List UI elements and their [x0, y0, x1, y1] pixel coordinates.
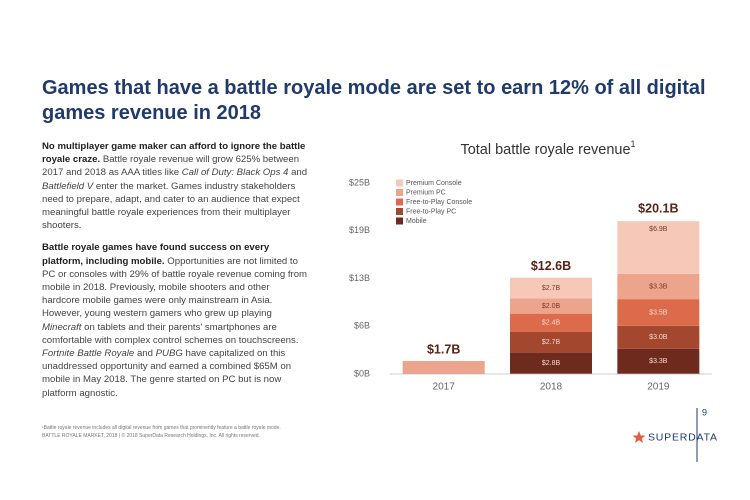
page-number: 9 [702, 407, 707, 417]
value-label: $3.3B [649, 358, 668, 365]
value-label: $2.0B [542, 303, 561, 310]
value-label: $3.5B [649, 309, 668, 316]
x-tick-label: 2017 [433, 382, 456, 393]
legend-swatch [396, 208, 403, 215]
text: Fortnite Battle Royale [42, 348, 135, 360]
text: have capitalized on this unaddressed opp… [42, 348, 292, 399]
footnote: ¹Battle royale revenue includes all digi… [42, 425, 281, 431]
bar-segment [617, 325, 700, 349]
text: Minecraft [42, 321, 82, 333]
bar-segment [617, 299, 700, 326]
bar-segment [510, 313, 592, 332]
logo-star [632, 431, 646, 443]
total-label: $20.1B [638, 202, 678, 216]
text: and [291, 167, 308, 179]
y-tick-label: $13B [349, 273, 370, 283]
slide-title: Games that have a battle royale mode are… [42, 77, 706, 124]
text: Opportunities are not limited to PC or c… [42, 255, 308, 320]
y-tick-label: $6B [354, 321, 370, 331]
legend-swatch [396, 198, 403, 206]
value-label: $2.8B [542, 360, 561, 367]
bar-segment [510, 331, 592, 353]
legend-label: Premium Console [406, 180, 462, 187]
legend-label: Premium PC [406, 189, 446, 196]
lead: No multiplayer game maker can afford to … [42, 141, 306, 166]
bar-segment [617, 273, 700, 300]
y-tick-label: $19B [349, 225, 370, 235]
body-text: No multiplayer game maker can afford to … [42, 140, 310, 409]
total-label: $12.6B [531, 259, 571, 273]
value-label: $3.3B [649, 283, 668, 290]
lead: Battle royale games have found success o… [42, 242, 270, 267]
bar-segment [510, 298, 592, 314]
logo: SUPERDATA [648, 431, 718, 443]
x-tick-label: 2018 [540, 382, 563, 393]
text: Battlefield V [42, 180, 94, 192]
text: enter the market. Games industry stakeho… [42, 180, 300, 232]
value-label: $6.9B [649, 226, 668, 233]
legend-swatch [396, 179, 403, 187]
text: and [136, 348, 153, 360]
title-note: 1 [631, 139, 636, 149]
legend-swatch [396, 217, 403, 225]
bar-segment [402, 361, 485, 374]
bar-segment [510, 277, 592, 299]
y-tick-label: $0B [354, 368, 370, 378]
chart-title-text: Total battle royale revenue [460, 142, 630, 158]
value-label: $2.7B [542, 285, 561, 292]
text: PUBG [155, 348, 183, 360]
text: on tablets and their parents' smartphone… [42, 321, 299, 346]
value-label: $3.0B [649, 334, 668, 341]
bar-segment [617, 348, 700, 374]
value-label: $2.7B [542, 339, 561, 346]
total-label: $1.7B [427, 342, 460, 356]
legend-swatch [396, 189, 403, 196]
source: BATTLE ROYALE MARKET, 2018 | © 2018 Supe… [42, 433, 260, 439]
text: Call of Duty: Black Ops 4 [181, 167, 289, 179]
y-tick-label: $25B [349, 177, 370, 187]
bar-segment [510, 352, 592, 374]
paragraph: Battle royale games have found success o… [42, 241, 310, 399]
x-tick-label: 2019 [647, 382, 670, 393]
footer: ¹Battle royale revenue includes all digi… [42, 424, 281, 440]
legend-label: Free-to-Play Console [406, 199, 472, 206]
legend-label: Free-to-Play PC [406, 208, 456, 215]
chart-title: Total battle royale revenue1 [460, 139, 635, 157]
paragraph: No multiplayer game maker can afford to … [42, 140, 310, 232]
text: Battle royale revenue will grow 625% bet… [42, 154, 300, 179]
bar-segment [617, 221, 700, 274]
legend-label: Mobile [406, 218, 427, 225]
value-label: $2.4B [542, 320, 561, 327]
